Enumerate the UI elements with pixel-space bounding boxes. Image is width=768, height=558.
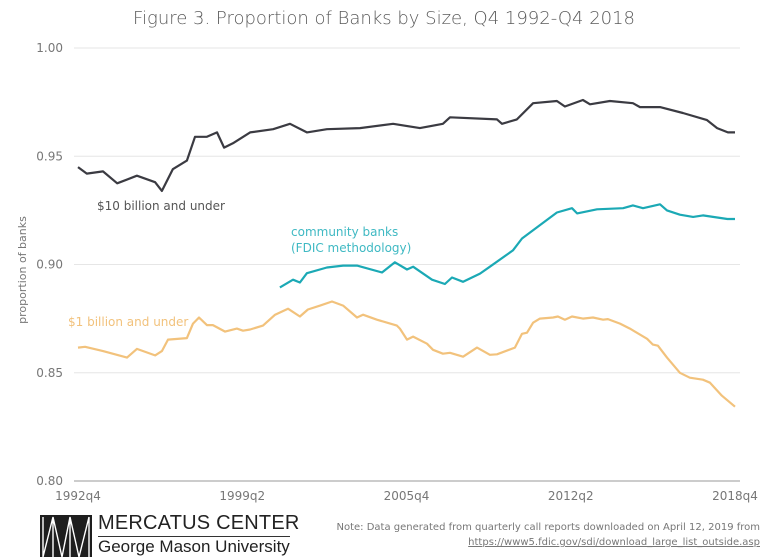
x-tick-label: 2012q2: [548, 489, 594, 503]
logo-divider: [98, 536, 290, 537]
source-link[interactable]: https://www5.fdic.gov/sdi/download_large…: [468, 537, 760, 548]
series-lines: [77, 98, 736, 408]
gridlines: [74, 47, 740, 482]
y-tick-label: 1.00: [36, 41, 63, 55]
logo-university: George Mason University: [98, 537, 290, 556]
logo-name: MERCATUS CENTER: [98, 512, 300, 534]
x-tick-label: 2018q4: [712, 489, 758, 503]
y-tick-label: 0.95: [36, 149, 63, 163]
x-tick-label: 2005q4: [384, 489, 430, 503]
series-line-1: [279, 203, 735, 289]
mercatus-logo-mark: [40, 515, 92, 557]
line-chart: 0.80 0.85 0.90 0.95 1.00 1992q4 1999q2 2005q4 2…: [16, 41, 758, 503]
source-note: Note: Data generated from quarterly call…: [336, 520, 760, 550]
y-tick-label: 0.80: [36, 474, 63, 488]
mercatus-logo: MERCATUS CENTER George Mason University: [40, 512, 300, 558]
series-label-1b: $1 billion and under: [68, 315, 188, 329]
y-axis-label: proportion of banks: [16, 216, 29, 324]
series-line-0: [77, 98, 735, 192]
x-tick-label: 1992q4: [55, 489, 101, 503]
y-tick-label: 0.85: [36, 366, 63, 380]
x-axis-ticks: 1992q4 1999q2 2005q4 2012q2 2018q4: [55, 489, 758, 503]
series-label-10b: $10 billion and under: [97, 199, 225, 213]
x-tick-label: 1999q2: [219, 489, 265, 503]
series-label-community-line2: (FDIC methodology): [291, 241, 411, 255]
series-line-2: [77, 300, 736, 408]
note-text: Note: Data generated from quarterly call…: [336, 522, 760, 533]
chart-title: Figure 3. Proportion of Banks by Size, Q…: [132, 8, 635, 29]
y-axis-ticks: 0.80 0.85 0.90 0.95 1.00: [36, 41, 63, 488]
series-label-community-line1: community banks: [291, 225, 398, 239]
y-tick-label: 0.90: [36, 258, 63, 272]
